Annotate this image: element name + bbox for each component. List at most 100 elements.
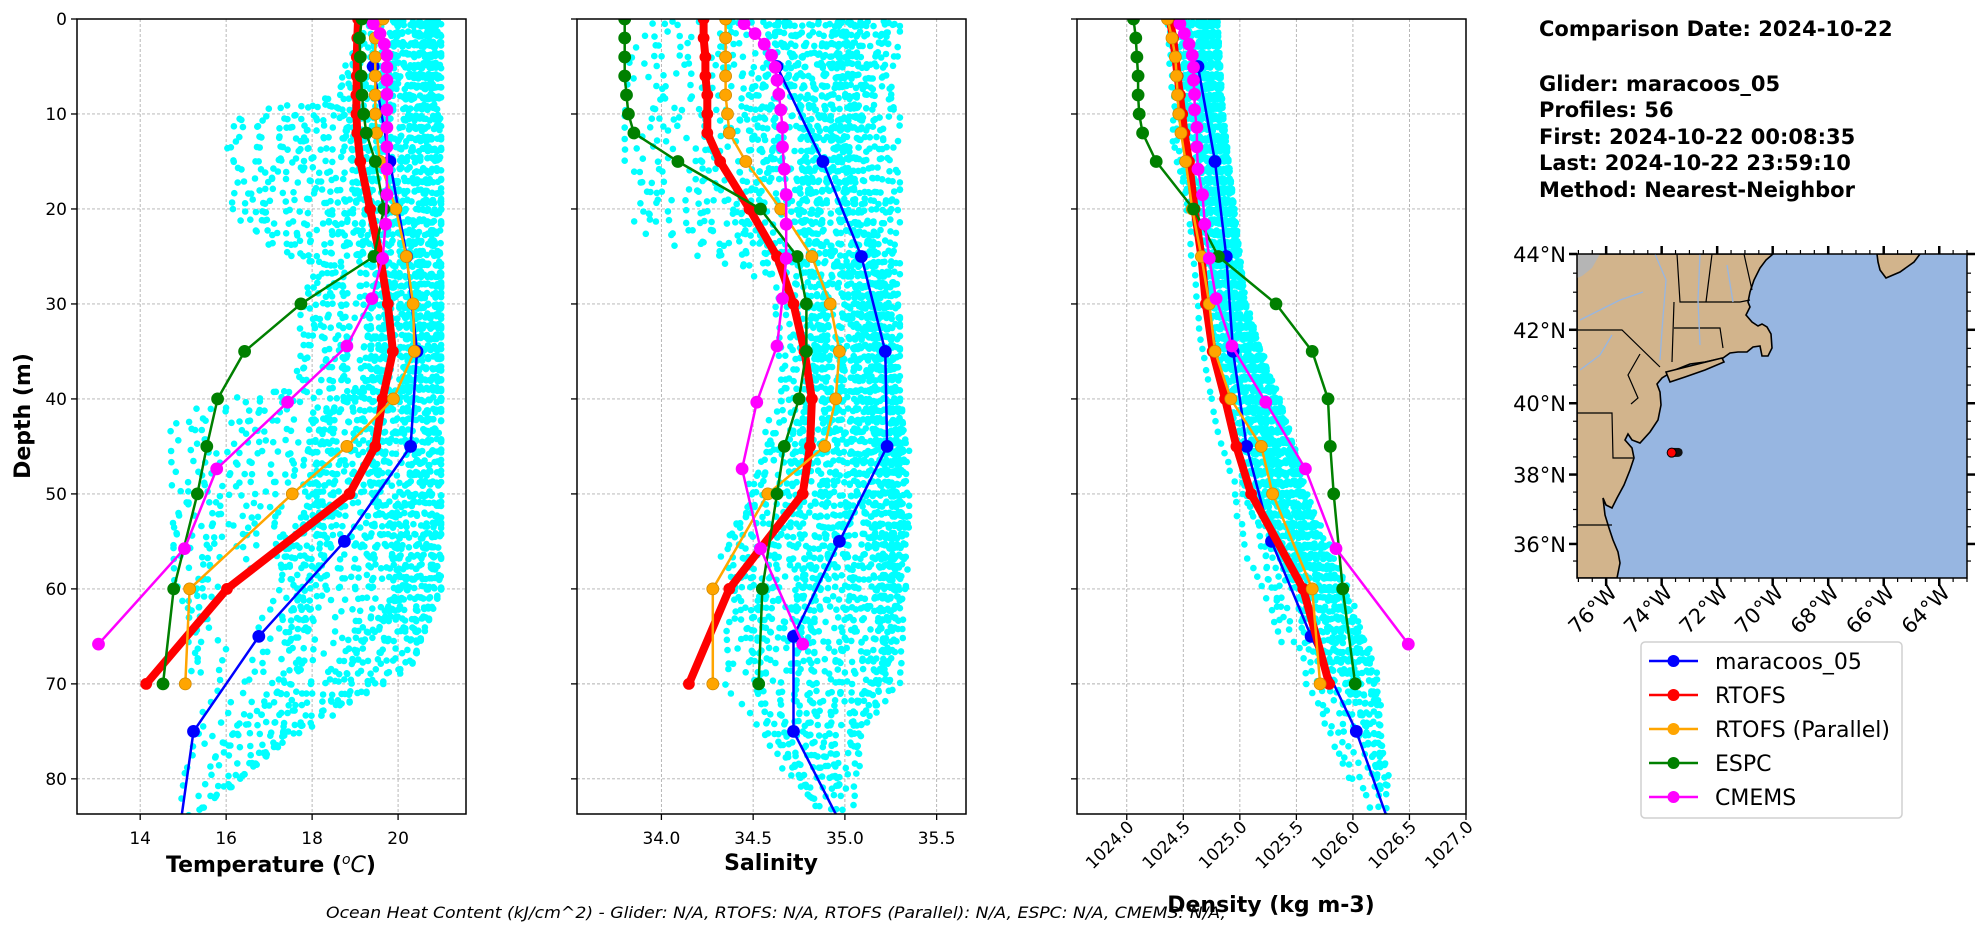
glider-scatter-point: [420, 398, 428, 405]
glider-scatter-point: [289, 159, 296, 166]
glider-scatter-point: [410, 221, 418, 229]
glider-scatter-point: [386, 439, 393, 447]
glider-scatter-point: [387, 404, 395, 412]
y-tick-label: 50: [45, 485, 67, 505]
glider-scatter-point: [396, 124, 404, 131]
glider-scatter-point: [343, 354, 350, 361]
glider-scatter-point: [277, 690, 285, 697]
glider-scatter-point: [253, 228, 260, 235]
glider-scatter-point: [190, 457, 197, 465]
glider-scatter-point: [316, 531, 324, 539]
glider-scatter-point: [368, 365, 376, 373]
glider-scatter-point: [331, 262, 338, 269]
glider-scatter-point: [307, 719, 315, 727]
glider-scatter-point: [360, 374, 367, 382]
glider-scatter-point: [339, 147, 347, 155]
glider-scatter-point: [212, 753, 219, 760]
glider-scatter-point: [254, 122, 262, 130]
glider-scatter-point: [415, 30, 423, 37]
glider-scatter-point: [339, 575, 346, 582]
series-point: [376, 19, 390, 26]
glider-scatter-point: [410, 23, 418, 30]
glider-scatter-point: [319, 691, 327, 698]
glider-scatter-point: [831, 648, 838, 655]
glider-scatter-point: [724, 646, 731, 654]
glider-scatter-point: [284, 709, 291, 717]
glider-scatter-point: [315, 258, 323, 266]
glider-scatter-point: [329, 513, 336, 520]
glider-scatter-point: [267, 635, 274, 642]
glider-scatter-point: [387, 520, 395, 528]
glider-scatter-point: [374, 374, 382, 381]
glider-scatter-point: [268, 679, 276, 687]
glider-scatter-point: [344, 69, 352, 77]
glider-scatter-point: [198, 553, 206, 561]
glider-scatter-point: [417, 156, 424, 163]
glider-scatter-point: [315, 604, 322, 611]
glider-scatter-point: [225, 752, 233, 759]
series-point: [355, 19, 369, 26]
glider-scatter-point: [356, 388, 363, 396]
glider-scatter-point: [270, 388, 278, 396]
glider-scatter-point: [401, 116, 408, 124]
glider-scatter-point: [288, 576, 296, 583]
glider-scatter-point: [432, 147, 440, 154]
y-tick-label: 20: [45, 200, 67, 220]
glider-scatter-point: [256, 730, 264, 738]
glider-scatter-point: [336, 583, 344, 591]
glider-scatter-point: [759, 520, 767, 527]
glider-scatter-point: [325, 311, 332, 319]
glider-scatter-point: [352, 300, 360, 307]
glider-scatter-point: [780, 618, 788, 625]
glider-scatter-point: [387, 115, 394, 122]
glider-scatter-point: [239, 530, 247, 538]
glider-scatter-point: [808, 478, 815, 485]
glider-scatter-point: [344, 210, 352, 217]
glider-scatter-point: [337, 301, 345, 309]
glider-scatter-point: [411, 498, 419, 506]
glider-scatter-point: [843, 678, 851, 685]
glider-scatter-point: [378, 332, 386, 340]
glider-scatter-point: [343, 218, 351, 226]
glider-scatter-point: [891, 648, 899, 656]
glider-scatter-point: [175, 437, 182, 444]
glider-scatter-point: [313, 461, 321, 469]
glider-scatter-point: [267, 461, 275, 468]
glider-scatter-point: [425, 104, 432, 111]
glider-scatter-point: [356, 356, 364, 364]
glider-scatter-point: [204, 576, 212, 583]
glider-scatter-point: [783, 667, 790, 674]
glider-scatter-point: [300, 462, 307, 469]
glider-scatter-point: [367, 670, 374, 677]
glider-scatter-point: [377, 565, 385, 572]
glider-scatter-point: [428, 249, 436, 256]
series-point: [252, 630, 266, 643]
glider-scatter-point: [413, 84, 420, 91]
glider-scatter-point: [276, 125, 283, 132]
glider-scatter-point: [427, 314, 435, 321]
glider-scatter-point: [239, 123, 247, 131]
glider-scatter-point: [306, 597, 314, 604]
glider-scatter-point: [437, 471, 445, 479]
glider-scatter-point: [421, 522, 429, 529]
glider-scatter-point: [371, 680, 379, 687]
glider-scatter-point: [245, 676, 253, 683]
glider-scatter-point: [353, 425, 360, 433]
glider-scatter-point: [309, 332, 317, 339]
series-point: [404, 439, 418, 453]
glider-scatter-point: [826, 603, 834, 610]
glider-scatter-point: [355, 627, 362, 635]
glider-scatter-point: [288, 623, 295, 631]
glider-scatter-point: [839, 492, 847, 499]
glider-scatter-point: [263, 691, 270, 698]
glider-scatter-point: [437, 524, 445, 532]
glider-scatter-point: [340, 393, 347, 401]
plot-area: [618, 19, 913, 814]
glider-scatter-point: [420, 595, 427, 602]
glider-scatter-point: [228, 199, 236, 206]
glider-scatter-point: [306, 238, 314, 246]
glider-scatter-point: [252, 542, 260, 549]
salinity-panel: 34.0 34.5 35.0 35.5: [571, 18, 967, 849]
glider-scatter-point: [239, 543, 247, 551]
glider-scatter-point: [251, 520, 258, 527]
